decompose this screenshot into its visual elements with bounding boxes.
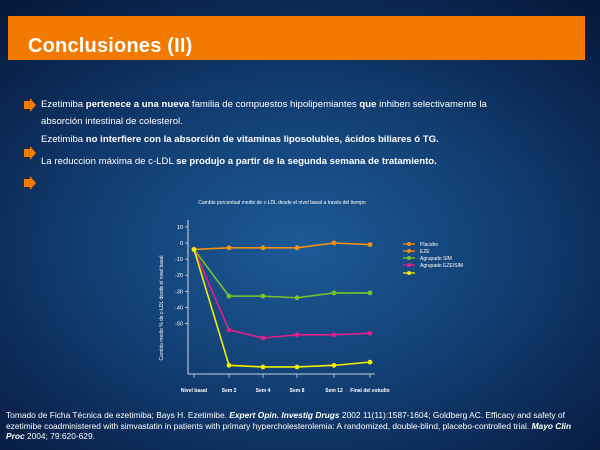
legend-swatch-marker [407,249,411,253]
legend-label: Placebo [420,242,438,248]
bullet-3-part-1: La reduccion máxima de c-LDL [41,156,177,167]
series-line-3 [193,248,370,299]
bullet-3-text: La reduccion máxima de c-LDL se produjo … [41,153,586,170]
bullet-1-part-1: Ezetimiba [41,99,86,110]
series-5-point [367,359,373,365]
footer-suffix: 2004; 79:620-629. [24,431,95,441]
footer-journal-1: Expert Opin. Investig Drugs [229,410,340,420]
series-5-point [331,362,337,368]
chart-y-axis-label: Cambio medio % de c-LDL desde el nivel b… [159,256,165,361]
series-1-point [367,242,373,248]
bullet-1-part-2: pertenece a una nueva [85,99,190,110]
bullet-2-part-1: Ezetimiba [41,134,86,145]
series-1-point [294,245,300,251]
series-3-point [331,290,337,296]
bullet-2-part-2: no interfiere con la absorción de vitami… [85,134,439,145]
legend-swatch-marker [407,242,411,246]
chart-series-layer [191,240,373,370]
series-3-point [367,290,373,296]
series-line-4 [193,249,371,339]
series-3-point [294,295,300,301]
series-5-point [191,247,197,252]
series-5-point [226,362,232,368]
chart-x-tick-label: Sem 8 [290,388,305,394]
chart-x-tick-label: Nivel basal [181,388,208,394]
orange-arrow-bullet-icon [24,146,36,160]
orange-arrow-bullet-icon [24,176,36,190]
legend-swatch-marker [407,271,411,275]
legend-label: EZE [420,249,430,255]
chart-x-tick-label: Sem 12 [325,388,343,394]
bullet-1-part-3: familia de compuestos hipolipemiantes [189,99,360,110]
bullet-1-text: Ezetimiba pertenece a una nueva familia … [41,96,586,130]
chart-y-tick-label: 10 [177,225,183,231]
footer-journal-2: Mayo Clin Proc [6,420,572,442]
footer-middle: 2002 11(11):1587-1604; Goldberg AC. Effi… [6,410,565,431]
bullet-2-text: Ezetimiba no interfiere con la absorción… [41,131,586,148]
chart-axes: 10 0 -10 -20 -30 -40 -50 Nivel basal Sem 2 Sem 4 S… [175,220,390,394]
chart-y-tick-label: -50 [175,322,183,328]
orange-arrow-bullet-icon [24,98,36,112]
slide-title: Conclusiones (II) [28,35,193,57]
chart-x-tick-label: Sem 4 [256,388,271,394]
bullet-1-line-2: absorción intestinal de colesterol. [41,116,183,127]
legend-swatch-marker [407,256,411,260]
footer-prefix: Tomado de Ficha Técnica de ezetimiba; Ba… [6,410,230,420]
bullet-3-part-2: se produjo a partir de la segunda semana… [176,156,437,167]
chart-y-tick-label: -40 [175,305,183,311]
footer-references: Tomado de Ficha Técnica de ezetimiba; Ba… [6,410,592,442]
chart-y-tick-label: -10 [175,257,183,263]
series-4-point [260,335,266,341]
bullet-1-part-4: que [359,99,377,110]
series-3-point [226,293,232,299]
legend-label: Agrupado SIM [420,256,452,262]
series-5-point [260,364,266,370]
chart-x-tick-label: Sem 2 [222,388,237,394]
series-3-point [260,293,266,299]
legend-label: Agrupado EZE/SIM [420,263,463,269]
series-4-point [367,330,373,336]
chart-y-tick-label: -20 [175,273,183,279]
series-1-point [226,245,232,251]
legend-swatch-marker [407,263,411,267]
chart-x-tick-label: Final del estudio [350,388,389,394]
series-4-point [331,332,337,338]
series-line-1 [193,242,371,251]
chart-y-tick-label: -30 [175,289,183,295]
chart-y-tick-label: 0 [180,241,183,247]
series-1-point [260,245,266,251]
title-bar [8,16,585,60]
series-1-point [331,240,337,246]
series-5-point [294,364,300,370]
chart-title: Cambio porcentual medio de c-LDL desde e… [198,200,366,206]
series-4-point [294,332,300,338]
series-line-5 [193,249,371,368]
bullet-1-part-5: inhiben selectivamente la [376,99,487,110]
series-4-point [226,327,232,333]
